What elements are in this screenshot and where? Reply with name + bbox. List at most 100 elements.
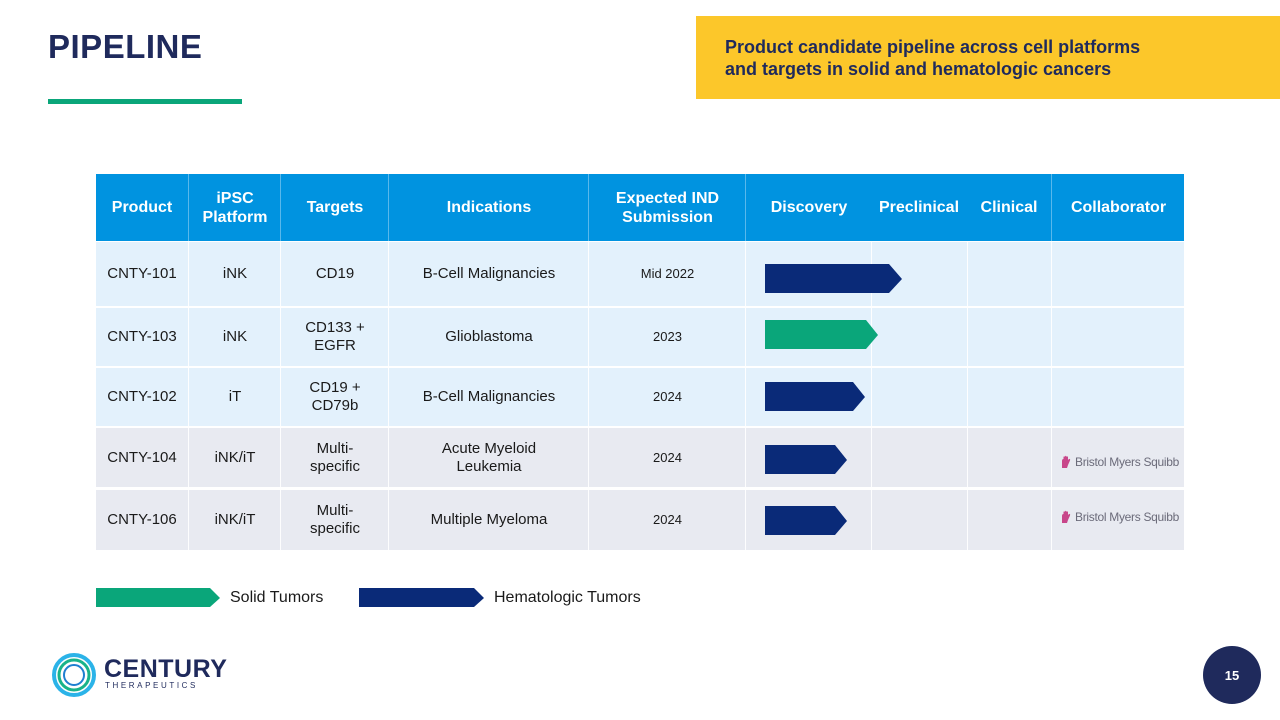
logo-wordmark: CENTURY <box>104 655 228 683</box>
collaborator-cell <box>1051 368 1185 426</box>
legend-hematologic-label: Hematologic Tumors <box>494 589 641 606</box>
title-underline <box>48 99 242 104</box>
collaborator-cell <box>1051 308 1185 366</box>
progress-arrow-hematologic <box>765 445 847 474</box>
progress-arrow-hematologic <box>765 264 902 293</box>
callout-box: Product candidate pipeline across cell p… <box>696 16 1280 99</box>
targets-cell: CD19 <box>280 242 389 306</box>
discovery-cell <box>745 368 872 426</box>
progress-arrow-hematologic <box>765 382 865 411</box>
targets-line1: Multi- <box>316 502 354 519</box>
targets-cell: Multi- specific <box>280 490 389 550</box>
product-cell: CNTY-104 <box>107 448 177 466</box>
header-targets: Targets <box>280 174 389 241</box>
targets-line2: specific <box>309 520 361 537</box>
indications-cell: Multiple Myeloma <box>388 490 589 550</box>
platform-cell: iNK <box>188 242 281 306</box>
pipeline-table: Product iPSC Platform Targets Indication… <box>96 174 1184 550</box>
targets-cell: CD19 + CD79b <box>280 368 389 426</box>
legend-solid-label: Solid Tumors <box>230 589 324 606</box>
preclinical-cell <box>871 428 968 487</box>
product-cell: CNTY-101 <box>107 265 177 282</box>
header-platform: iPSC Platform <box>188 174 281 241</box>
indications-cell: B-Cell Malignancies <box>388 242 589 306</box>
discovery-cell <box>745 308 872 366</box>
progress-arrow-solid <box>765 320 878 349</box>
indications-line2: Leukemia <box>456 457 522 475</box>
collaborator-logo: Bristol Myers Squibb <box>1060 510 1179 524</box>
table-row: CNTY-101 iNK CD19 B-Cell Malignancies Mi… <box>96 242 1184 306</box>
table-row: CNTY-103 iNK CD133 + EGFR Glioblastoma 2… <box>96 308 1184 366</box>
targets-line1: CD19 <box>315 265 355 282</box>
preclinical-cell <box>871 308 968 366</box>
ind-date-cell: Mid 2022 <box>588 242 746 306</box>
century-logo-icon <box>52 653 96 697</box>
collaborator-name: Bristol Myers Squibb <box>1075 455 1180 469</box>
header-ind-line2: Submission <box>622 208 713 226</box>
discovery-cell <box>745 490 872 550</box>
header-clinical: Clinical <box>980 199 1038 216</box>
discovery-cell <box>745 428 872 487</box>
platform-cell: iNK/iT <box>188 490 281 550</box>
collaborator-logo: Bristol Myers Squibb <box>1060 455 1179 469</box>
clinical-cell <box>967 368 1052 426</box>
header-platform-line2: Platform <box>202 208 268 226</box>
collaborator-cell <box>1051 428 1185 487</box>
product-cell: CNTY-102 <box>107 388 177 405</box>
header-ind-submission: Expected IND Submission <box>588 174 746 241</box>
clinical-cell <box>967 428 1052 487</box>
header-preclinical: Preclinical <box>878 199 960 216</box>
preclinical-cell <box>871 368 968 426</box>
collaborator-cell <box>1051 242 1185 306</box>
table-row: CNTY-106 iNK/iT Multi- specific Multiple… <box>96 490 1184 550</box>
table-row: CNTY-102 iT CD19 + CD79b B-Cell Malignan… <box>96 368 1184 426</box>
collaborator-name: Bristol Myers Squibb <box>1075 510 1180 524</box>
page-title: PIPELINE <box>48 28 203 65</box>
targets-line1: CD133 + <box>305 319 365 336</box>
logo-subtitle: THERAPEUTICS <box>105 681 198 690</box>
product-cell: CNTY-106 <box>107 511 177 528</box>
table-row: CNTY-104 iNK/iT Multi- specific Acute My… <box>96 428 1184 487</box>
targets-cell: CD133 + EGFR <box>280 308 389 366</box>
targets-line2: specific <box>309 457 361 475</box>
targets-line1: Multi- <box>316 439 354 457</box>
indications-line1: Multiple Myeloma <box>430 511 548 528</box>
clinical-cell <box>967 242 1052 306</box>
header-discovery: Discovery <box>745 174 872 241</box>
indications-cell: Glioblastoma <box>388 308 589 366</box>
header-product: Product <box>111 199 173 216</box>
platform-cell: iT <box>188 368 281 426</box>
clinical-cell <box>967 490 1052 550</box>
header-indications: Indications <box>388 174 589 241</box>
targets-line2: CD79b <box>311 397 359 414</box>
indications-line1: B-Cell Malignancies <box>422 265 556 282</box>
legend-solid-arrow <box>96 588 220 607</box>
targets-line2: EGFR <box>314 337 356 354</box>
progress-arrow-hematologic <box>765 506 847 535</box>
product-cell: CNTY-103 <box>107 328 177 345</box>
indications-cell: Acute Myeloid Leukemia <box>388 428 589 487</box>
ind-date-cell: 2024 <box>588 428 746 487</box>
indications-line1: B-Cell Malignancies <box>422 388 556 405</box>
header-ind-line1: Expected IND <box>615 189 720 207</box>
collaborator-cell <box>1051 490 1185 550</box>
indications-line1: Acute Myeloid <box>441 439 537 457</box>
ind-date-cell: 2023 <box>588 308 746 366</box>
legend-hematologic-arrow <box>359 588 484 607</box>
callout-line-1: Product candidate pipeline across cell p… <box>725 37 1141 57</box>
platform-cell: iNK <box>188 308 281 366</box>
header-platform-line1: iPSC <box>216 189 254 207</box>
targets-line1: CD19 + <box>309 379 361 396</box>
targets-cell: Multi- specific <box>280 428 389 487</box>
indications-cell: B-Cell Malignancies <box>388 368 589 426</box>
clinical-cell <box>967 308 1052 366</box>
table-header: Product iPSC Platform Targets Indication… <box>96 174 1184 241</box>
ind-date-cell: 2024 <box>588 490 746 550</box>
bms-hand-icon <box>1062 455 1071 468</box>
ind-date-cell: 2024 <box>588 368 746 426</box>
header-collaborator: Collaborator <box>1051 174 1185 241</box>
indications-line1: Glioblastoma <box>445 328 533 345</box>
page-number: 15 <box>1203 646 1261 704</box>
discovery-cell <box>745 242 872 306</box>
platform-cell: iNK/iT <box>188 428 281 487</box>
